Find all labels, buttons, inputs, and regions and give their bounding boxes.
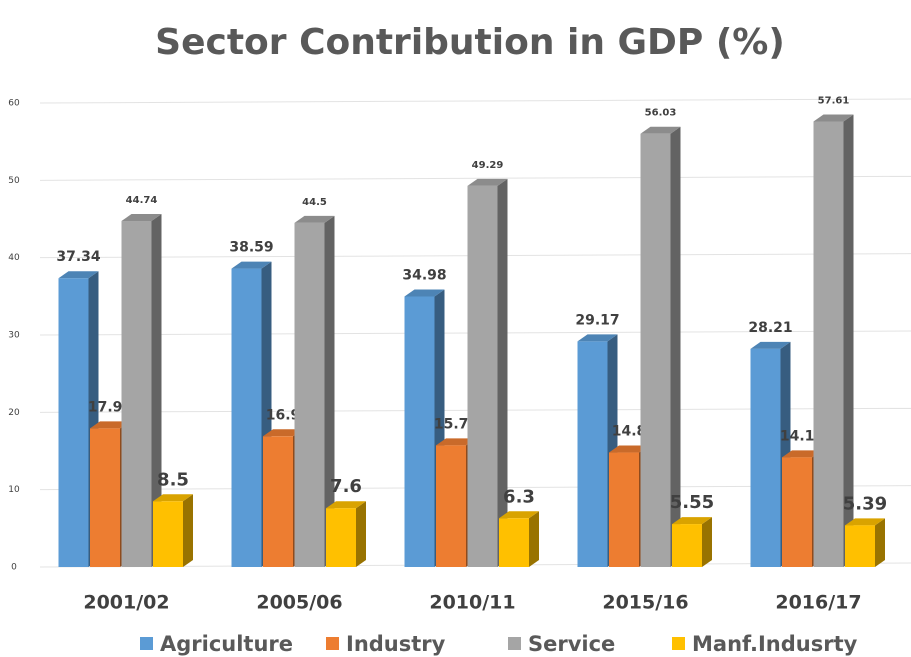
data-label: 38.59 <box>229 240 273 256</box>
legend-item: Service <box>508 632 615 656</box>
data-label: 5.55 <box>670 492 714 513</box>
legend-item: Industry <box>326 632 446 656</box>
legend-label: Agriculture <box>160 632 293 656</box>
legend-label: Manf.Indusrty <box>692 632 858 656</box>
x-tick-label: 2005/06 <box>256 592 342 614</box>
chart-title: Sector Contribution in GDP (%) <box>155 22 785 63</box>
legend-item: Manf.Indusrty <box>672 632 858 656</box>
legend-swatch <box>672 637 685 650</box>
data-label: 57.61 <box>818 95 850 106</box>
bar <box>577 334 618 567</box>
y-tick-label: 0 <box>11 563 17 573</box>
bar <box>672 517 712 567</box>
bar <box>326 501 366 567</box>
legend-label: Service <box>528 632 615 656</box>
legend-item: Agriculture <box>140 632 293 656</box>
data-label: 56.03 <box>645 108 677 119</box>
data-label: 5.39 <box>843 493 887 514</box>
x-tick-label: 2016/17 <box>775 592 861 614</box>
data-label: 16.9 <box>266 407 301 423</box>
y-tick-label: 50 <box>8 176 20 186</box>
data-label: 14.18 <box>780 428 824 444</box>
grid-line <box>39 175 911 181</box>
x-tick-label: 2015/16 <box>602 592 688 614</box>
legend-label: Industry <box>346 632 446 656</box>
data-label: 29.17 <box>575 312 619 328</box>
y-tick-label: 60 <box>8 99 20 109</box>
legend-swatch <box>508 637 521 650</box>
y-tick-label: 20 <box>8 408 20 418</box>
x-tick-label: 2001/02 <box>83 592 169 614</box>
legend-swatch <box>140 637 153 650</box>
data-label: 44.74 <box>126 195 158 206</box>
data-label: 8.5 <box>157 469 189 490</box>
data-label: 34.98 <box>402 267 446 283</box>
data-label: 37.34 <box>56 249 101 265</box>
bar <box>845 518 885 567</box>
bar <box>153 494 193 567</box>
bar <box>640 126 681 568</box>
data-label: 6.3 <box>503 486 535 507</box>
bar <box>294 215 335 567</box>
grid-line <box>39 98 911 104</box>
data-label: 7.6 <box>330 476 362 497</box>
legend-swatch <box>326 637 339 650</box>
data-label: 49.29 <box>472 160 504 171</box>
data-label: 15.73 <box>434 416 478 432</box>
bar <box>121 214 162 567</box>
bar <box>467 178 508 567</box>
y-tick-label: 30 <box>8 331 20 341</box>
x-tick-label: 2010/11 <box>429 592 515 614</box>
y-tick-label: 40 <box>8 253 20 263</box>
y-tick-label: 10 <box>8 485 20 495</box>
data-label: 44.5 <box>302 197 327 208</box>
bar <box>499 511 539 567</box>
bar <box>813 114 854 567</box>
data-label: 17.92 <box>88 399 132 415</box>
data-label: 28.21 <box>748 320 792 336</box>
data-label: 14.8 <box>612 424 647 440</box>
